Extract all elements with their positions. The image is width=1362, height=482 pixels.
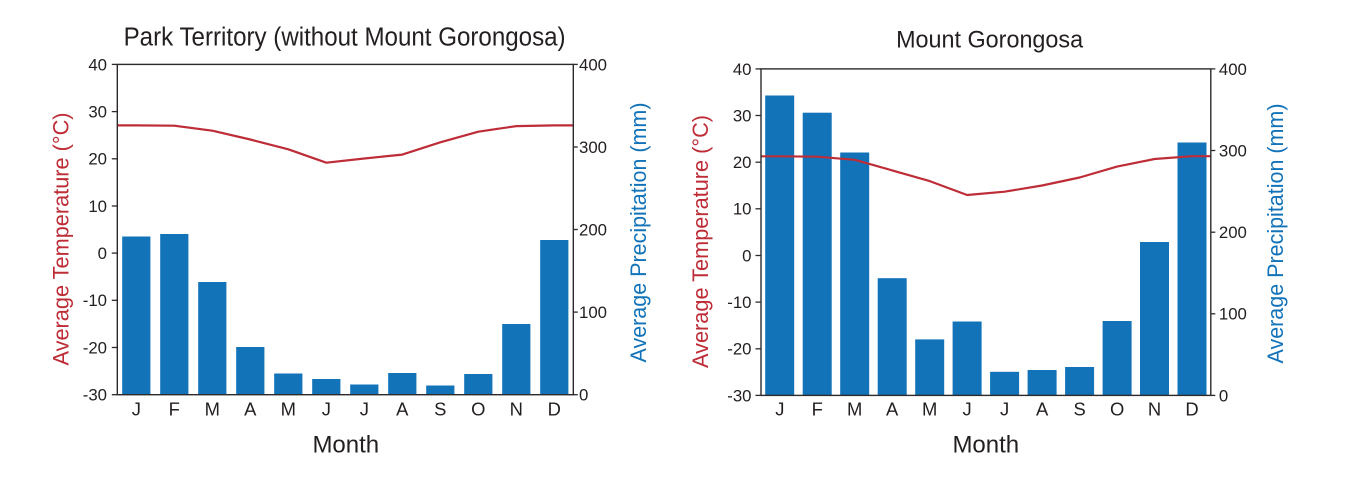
svg-text:Average Temperature (°C): Average Temperature (°C) [688, 115, 713, 368]
svg-text:Average Temperature (°C): Average Temperature (°C) [49, 113, 74, 366]
svg-text:M: M [205, 399, 220, 420]
svg-text:-20: -20 [727, 340, 751, 359]
svg-text:400: 400 [1219, 60, 1247, 79]
svg-text:400: 400 [579, 55, 607, 74]
svg-text:100: 100 [1219, 305, 1247, 324]
svg-text:-20: -20 [83, 338, 107, 357]
svg-text:J: J [1000, 399, 1009, 420]
svg-text:O: O [471, 399, 485, 420]
svg-text:J: J [132, 399, 141, 420]
svg-text:O: O [1110, 399, 1124, 420]
svg-text:Park Territory (without Mount: Park Territory (without Mount Gorongosa) [124, 21, 566, 51]
svg-text:D: D [548, 399, 561, 420]
svg-text:N: N [510, 399, 523, 420]
svg-text:M: M [281, 399, 296, 420]
svg-text:0: 0 [1219, 386, 1228, 405]
svg-text:S: S [434, 399, 446, 420]
svg-text:A: A [1036, 399, 1049, 420]
svg-text:200: 200 [1219, 223, 1247, 242]
svg-text:A: A [396, 399, 409, 420]
svg-text:M: M [922, 399, 937, 420]
svg-text:-30: -30 [83, 386, 107, 405]
svg-text:100: 100 [579, 303, 607, 322]
svg-text:J: J [322, 399, 331, 420]
svg-text:Month: Month [312, 432, 379, 459]
svg-text:Month: Month [952, 432, 1019, 459]
svg-text:300: 300 [579, 138, 607, 157]
svg-text:200: 200 [579, 220, 607, 239]
svg-text:-30: -30 [727, 386, 751, 405]
svg-text:0: 0 [98, 244, 107, 263]
svg-text:J: J [962, 399, 971, 420]
svg-text:300: 300 [1219, 141, 1247, 160]
svg-text:40: 40 [733, 60, 752, 79]
svg-text:M: M [847, 399, 862, 420]
svg-text:Average Precipitation (mm): Average Precipitation (mm) [1263, 104, 1288, 364]
svg-text:F: F [812, 399, 823, 420]
svg-text:J: J [360, 399, 369, 420]
svg-text:20: 20 [733, 153, 752, 172]
svg-text:J: J [775, 399, 784, 420]
svg-text:30: 30 [88, 103, 107, 122]
svg-text:0: 0 [579, 386, 588, 405]
svg-text:30: 30 [733, 106, 752, 125]
svg-text:-10: -10 [727, 293, 751, 312]
svg-text:D: D [1185, 399, 1198, 420]
svg-text:40: 40 [88, 55, 107, 74]
svg-text:10: 10 [733, 200, 752, 219]
svg-text:Mount Gorongosa: Mount Gorongosa [896, 27, 1084, 54]
svg-text:0: 0 [742, 246, 751, 265]
svg-text:A: A [244, 399, 257, 420]
svg-text:-10: -10 [83, 291, 107, 310]
svg-text:F: F [169, 399, 180, 420]
svg-text:A: A [886, 399, 899, 420]
svg-text:Average Precipitation (mm): Average Precipitation (mm) [626, 103, 651, 363]
svg-text:N: N [1148, 399, 1161, 420]
svg-text:20: 20 [88, 150, 107, 169]
svg-text:10: 10 [88, 197, 107, 216]
svg-text:S: S [1073, 399, 1085, 420]
